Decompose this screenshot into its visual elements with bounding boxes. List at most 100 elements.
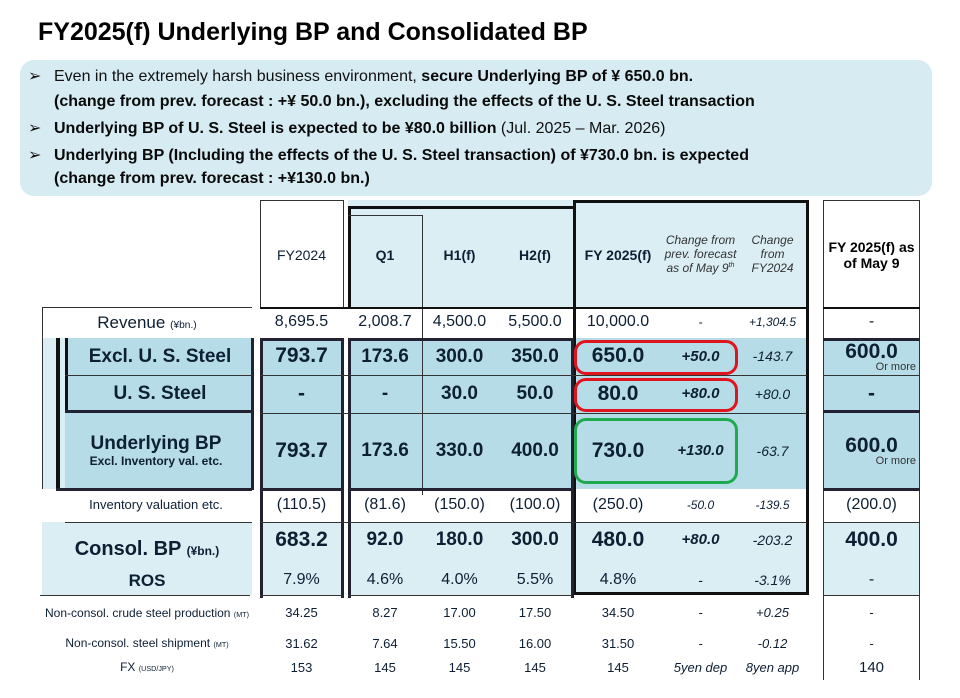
row-label-text: ROS [128,570,166,590]
grid-line [260,413,807,414]
header-h2: H2(f) [519,246,551,263]
grid-line [823,410,920,413]
grid-line [823,307,920,309]
table-cell: -3.1% [754,572,791,589]
header-fy2025: FY 2025(f) [584,246,652,263]
table-cell: 16.00 [518,635,552,651]
table-cell: 31.62 [285,635,318,651]
bullet-bold-text: secure Underlying BP of ¥ 650.0 bn. [421,68,694,85]
bullet-bold-text: (change from prev. forecast : +¥ 50.0 bn… [54,93,755,110]
grid-line [422,215,423,495]
table-cell: 10,000.0 [586,313,650,331]
grid-line [56,338,60,490]
bullet-item: ➢ Even in the extremely harsh business en… [28,66,693,86]
table-cell: 34.50 [601,605,635,621]
cell-background [65,338,252,489]
table-cell: 31.50 [601,635,635,651]
table-cell: 5.5% [516,571,554,589]
row-sublabel: Excl. Inventory val. etc. [89,454,223,469]
table-cell: 793.7 [275,438,328,462]
grid-line [260,375,807,376]
table-cell: 7.64 [372,635,398,651]
table-cell: (110.5) [276,496,327,514]
table-cell: 17.50 [518,605,552,621]
table-cell: 145 [607,659,629,675]
arrow-bullet-icon: ➢ [28,120,42,137]
cell-background [348,522,422,595]
table-cell: +130.0 [677,442,724,460]
bullet-text: (Jul. 2025 – Mar. 2026) [496,120,666,137]
table-cell: - [869,605,874,621]
table-cell: 17.00 [443,605,476,621]
header-chg_fy24: Change from FY2024 [751,233,794,275]
row-label-text: Consol. BP [74,537,182,560]
bullet-item: (change from prev. forecast : +¥ 50.0 bn… [28,93,755,111]
grid-line [341,338,344,598]
grid-line [40,595,250,596]
or-more-note: Or more [875,360,916,373]
grid-line [42,307,43,489]
row-label: Inventory valuation etc. [60,489,252,522]
table-cell: (250.0) [592,496,644,514]
cell-background [348,200,807,307]
grid-line [573,488,576,595]
grid-line [260,595,343,596]
cell-background [260,522,343,595]
highlight-ring-red [574,340,738,375]
cell-background [573,522,663,595]
grid-line [260,488,343,491]
cell-background [823,522,920,595]
grid-line [823,200,920,201]
grid-line [260,200,261,307]
table-cell: 4.0% [441,571,478,589]
table-cell: -203.2 [752,531,793,548]
header-may9: FY 2025(f) as of May 9 [828,238,915,271]
bullet-text: Even in the extremely harsh business env… [54,68,422,85]
table-cell: -139.5 [755,497,790,512]
grid-line [348,338,351,598]
header-text: Change from prev. forecast as of May 9 [664,232,737,276]
table-cell: -50.0 [686,497,715,512]
table-cell: +1,304.5 [748,314,797,329]
table-cell: 153 [290,659,313,675]
table-cell: 600.0 Or more [823,339,920,374]
row-unit: (¥bn.) [186,543,220,558]
cell-background [663,522,738,595]
table-cell: 4.8% [599,571,637,589]
row-label-text: Underlying BP [90,433,222,455]
table-cell: 480.0 [591,527,645,551]
row-label-text: Non-consol. steel shipment [65,636,211,651]
cell-background [497,522,573,595]
table-cell: 15.50 [443,635,476,651]
page-title: FY2025(f) Underlying BP and Consolidated… [38,18,588,46]
summary-box [20,60,932,196]
table-cell: 300.0 [511,529,559,551]
row-label-text: FX [120,660,136,675]
header-fy2024: FY2024 [276,246,327,263]
row-label-text: Inventory valuation etc. [89,497,223,513]
cell-background [738,522,807,595]
or-more-note: Or more [875,455,916,467]
table-cell: 400.0 [511,440,559,462]
table-cell: - [298,381,305,405]
grid-line [806,200,809,595]
highlight-ring-red [574,378,738,412]
cell-background [422,522,497,595]
table-cell: 4,500.0 [432,313,487,331]
grid-line [919,200,920,680]
row-label: FX (USD/JPY) [42,656,252,680]
grid-line [573,592,809,595]
table-cell: 180.0 [435,529,484,551]
table-cell: 5yen dep [673,659,728,675]
cell-value: 600.0 [845,339,898,363]
arrow-bullet-icon: ➢ [28,147,42,164]
table-cell: +80.0 [754,385,791,402]
row-label: Consol. BP (¥bn.) [42,522,252,566]
table-cell: 7.9% [283,571,320,589]
table-cell: - [869,635,874,651]
bullet-item: ➢ Underlying BP (Including the effects of… [28,145,749,165]
cell-value: 600.0 [845,434,898,457]
table-cell: -0.12 [757,635,788,651]
table-cell: 145 [524,659,546,675]
header-sup: th [728,260,735,270]
